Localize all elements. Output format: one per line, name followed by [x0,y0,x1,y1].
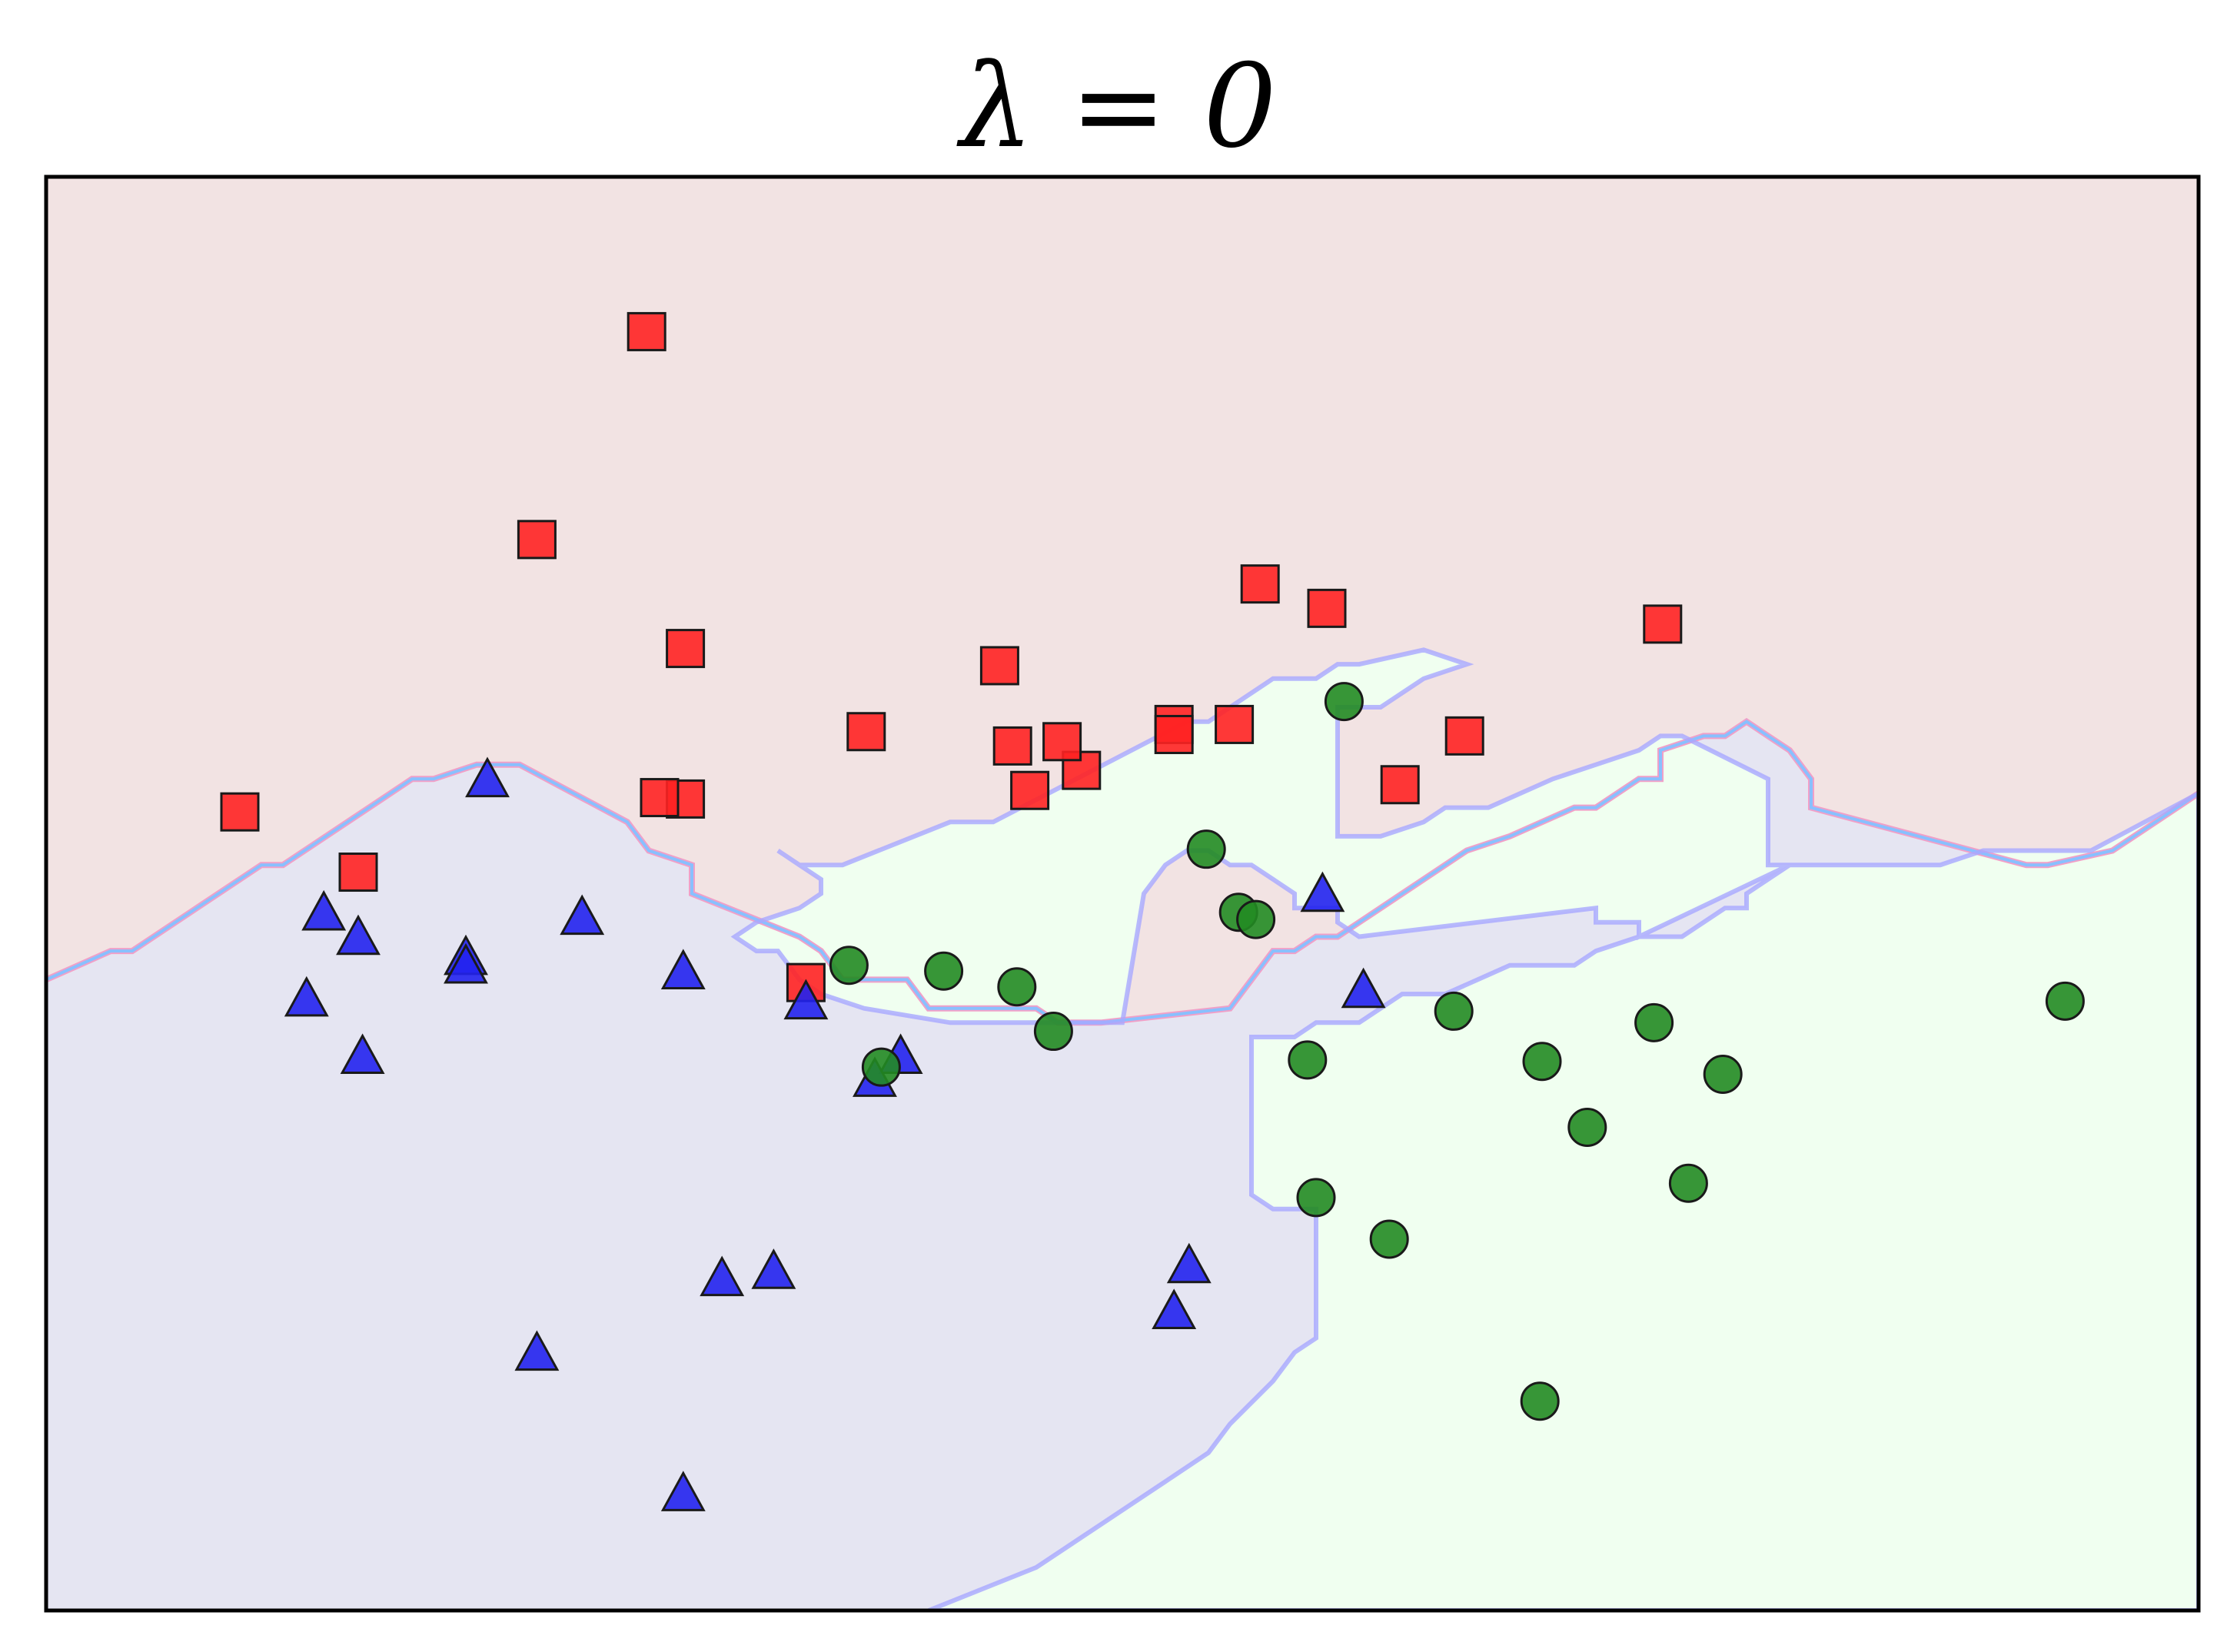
blue-triangle-point [340,1033,385,1075]
red-square-point [846,712,886,752]
chart-title: λ = 0 [956,40,1277,174]
green-circle-point [1296,1178,1336,1218]
plot-area [46,177,2199,1610]
red-square-point [1154,714,1194,754]
red-blue-boundary-rainbow [46,720,2199,1025]
green-circle-point [1703,1054,1743,1094]
blue-triangle-point [560,894,605,936]
red-square-point [979,646,1019,686]
blue-triangle-point [514,1330,560,1371]
green-circle-point [1288,1040,1328,1080]
data-points [220,311,2085,1511]
red-square-point [666,629,706,669]
red-square-point [1042,722,1082,762]
red-square-point [992,726,1032,766]
blue-triangle-point [284,976,329,1017]
green-circle-point [1668,1163,1708,1203]
red-square-point [220,792,260,832]
red-square-point [1643,604,1683,644]
blue-triangle-point [336,914,381,956]
blue-triangle-point [1341,967,1386,1009]
green-circle-point [1369,1219,1409,1259]
blue-triangle-point [1300,871,1345,912]
red-region [46,177,2199,1023]
red-square-point [1240,564,1280,604]
red-square-point [1444,716,1484,756]
green-region [735,650,2199,1610]
green-circle-point [1520,1381,1560,1421]
blue-triangle-point [751,1248,796,1289]
green-circle-point [1033,1012,1073,1052]
green-circle-point [1236,899,1276,939]
green-circle-point [1434,991,1474,1031]
green-circle-point [2045,981,2085,1021]
green-circle-point [1634,1002,1674,1042]
blue-triangle-point [444,942,488,984]
green-circle-point [1522,1042,1562,1082]
green-circle-point [861,1047,901,1087]
blue-triangle-point [783,979,829,1020]
red-square-point [1010,770,1050,810]
green-circle-point [1324,682,1364,722]
blue-triangle-point [660,949,706,989]
green-circle-point [924,951,964,991]
red-square-point [640,778,680,818]
red-square-point [1380,765,1420,805]
blue-triangle-point [660,1471,706,1511]
red-square-point [1215,704,1255,744]
plot-frame [44,175,2201,1613]
green-circle-point [1186,829,1226,869]
green-circle-point [997,967,1037,1007]
red-square-point [627,311,666,351]
red-square-point [517,520,557,560]
blue-triangle-point [465,756,510,798]
red-square-point [1307,588,1347,628]
blue-triangle-point [1152,1288,1197,1329]
green-circle-point [829,946,869,986]
blue-triangle-point [1166,1242,1212,1284]
blue-triangle-point [301,889,347,931]
blue-triangle-point [700,1255,745,1297]
green-circle-point [1567,1107,1607,1147]
red-square-point [338,853,378,892]
